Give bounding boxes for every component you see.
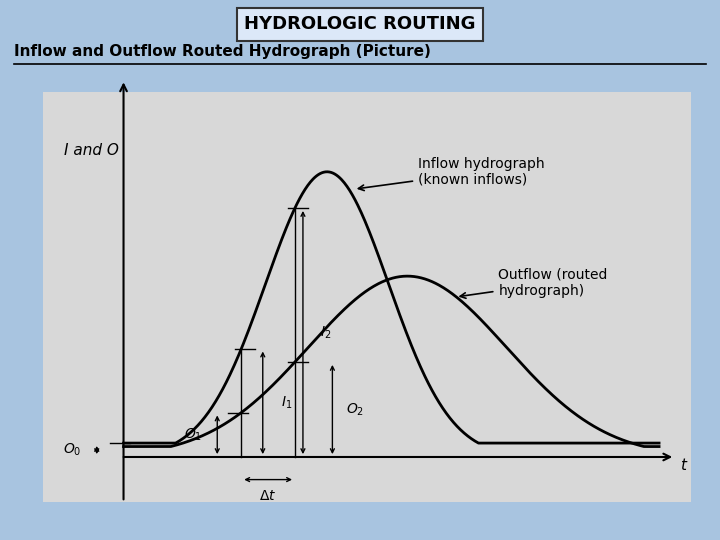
Text: t: t	[680, 458, 686, 473]
Text: Inflow hydrograph
(known inflows): Inflow hydrograph (known inflows)	[359, 157, 545, 191]
Text: $O_0$: $O_0$	[63, 442, 82, 458]
Text: $\Delta t$: $\Delta t$	[259, 489, 276, 503]
Text: $O_2$: $O_2$	[346, 401, 364, 418]
Text: Outflow (routed
hydrograph): Outflow (routed hydrograph)	[460, 268, 608, 298]
Text: $I_1$: $I_1$	[282, 395, 292, 411]
Text: $O_1$: $O_1$	[184, 427, 202, 443]
Text: HYDROLOGIC ROUTING: HYDROLOGIC ROUTING	[244, 15, 476, 33]
Text: $I_2$: $I_2$	[320, 325, 332, 341]
Text: I and O: I and O	[64, 144, 119, 158]
Text: Inflow and Outflow Routed Hydrograph (Picture): Inflow and Outflow Routed Hydrograph (Pi…	[14, 44, 431, 59]
